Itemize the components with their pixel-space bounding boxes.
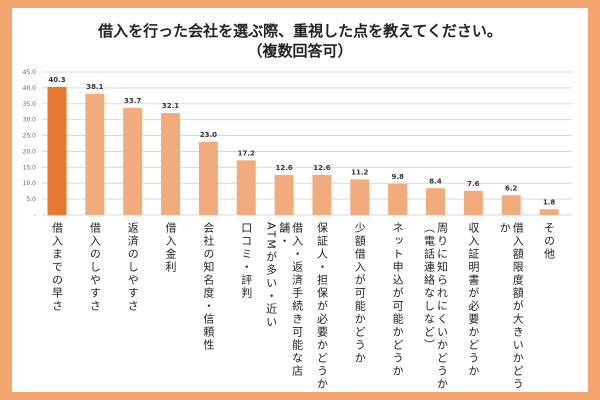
x-tick-label: 保証人・担保が必要かどうか: [315, 222, 329, 391]
bar: [350, 179, 370, 215]
bar: [85, 93, 105, 215]
y-tick-label: 30.0: [23, 117, 37, 124]
y-tick-label: 15.0: [23, 164, 37, 171]
y-tick-label: -: [34, 212, 36, 219]
bar: [501, 195, 521, 215]
data-label: 17.2: [238, 149, 255, 157]
data-label: 7.6: [467, 180, 480, 188]
x-tick-label: 借入金利: [164, 222, 178, 274]
data-label: 40.3: [48, 76, 65, 84]
x-tick-label: 借入・返済手続き可能な店舗・ ATMが多い・近い: [264, 222, 304, 378]
x-tick-label: 少額借入が可能かどうか: [353, 222, 367, 365]
bar: [388, 183, 408, 215]
y-tick-label: 40.0: [23, 85, 37, 92]
x-tick-label: 借入額限度額が大きいかどうか: [498, 222, 525, 391]
data-label: 6.2: [505, 184, 518, 192]
bar: [47, 86, 67, 216]
x-tick-label: 借入のしやすさ: [88, 222, 102, 313]
data-label: 1.8: [543, 198, 556, 206]
x-tick-label: 返済のしやすさ: [126, 222, 140, 313]
y-tick-label: 45.0: [23, 69, 37, 76]
data-label: 9.8: [391, 173, 404, 181]
x-tick-label: その他: [542, 222, 556, 261]
data-label: 32.1: [162, 102, 179, 110]
x-tick-label: ネット申込が可能かどうか: [391, 222, 405, 378]
y-tick-label: 10.0: [23, 180, 37, 187]
bar: [161, 112, 181, 215]
bar: [198, 141, 218, 215]
data-label: 12.6: [313, 164, 330, 172]
chart-title: 借入を行った会社を選ぶ際、重視した点を教えてください。: [98, 22, 502, 40]
chart-subtitle: （複数回答可）: [247, 42, 353, 60]
bar: [123, 107, 143, 215]
y-tick-label: 35.0: [23, 101, 37, 108]
y-tick-label: 25.0: [23, 133, 37, 140]
y-tick-label: 20.0: [23, 148, 37, 155]
y-tick-label: 5.0: [26, 196, 36, 203]
data-label: 33.7: [124, 97, 141, 105]
data-label: 23.0: [200, 131, 217, 139]
bar: [539, 209, 559, 215]
bar: [236, 160, 256, 215]
x-tick-label: 収入証明書が必要かどうか: [466, 222, 480, 378]
x-tick-label: 会社の知名度・信頼性: [201, 222, 215, 352]
data-label: 8.4: [429, 177, 442, 185]
data-label: 12.6: [275, 164, 292, 172]
data-label: 38.1: [86, 83, 103, 91]
bar: [274, 174, 294, 215]
bar: [426, 188, 445, 215]
x-tick-label: 借入までの早さ: [50, 222, 64, 313]
bar: [312, 174, 332, 215]
data-label: 11.2: [351, 168, 368, 176]
x-tick-label: 周りに知られにくいかどうか （電話連絡なしなど）: [422, 222, 449, 391]
bar: [463, 190, 483, 215]
x-tick-label: 口コミ・評判: [239, 222, 253, 300]
